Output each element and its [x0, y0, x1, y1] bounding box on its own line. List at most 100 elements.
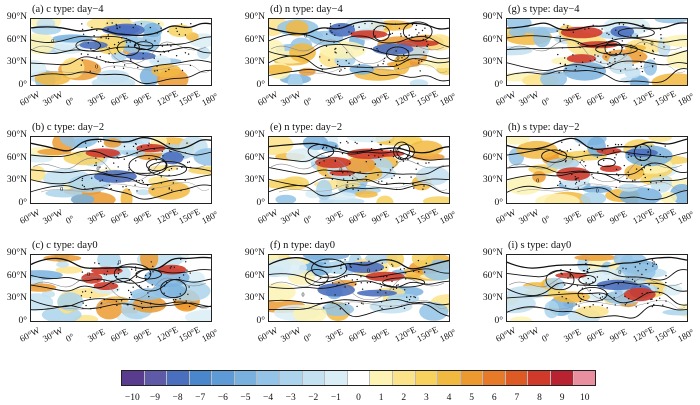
lon-label: 180°: [200, 326, 220, 344]
colorbar-swatch: [234, 371, 258, 385]
colorbar-tick-label: −10: [124, 393, 140, 403]
contour-label: 0: [60, 187, 63, 193]
lon-label: 120°E: [154, 206, 180, 226]
lon-label: 90°E: [131, 326, 153, 344]
colorbar-swatch: [122, 371, 145, 385]
colorbar-swatch: [144, 371, 168, 385]
lat-label: 60°N: [482, 34, 503, 45]
lat-label: 60°N: [244, 152, 265, 163]
lon-label: 30°E: [562, 326, 583, 344]
map-svg: 00: [269, 137, 449, 203]
contour-label: 0: [652, 261, 655, 267]
lon-label: 30°W: [40, 207, 65, 226]
colorbar-tick-label: −2: [308, 393, 319, 403]
lon-label: 60°W: [256, 207, 280, 226]
lat-label: 0°: [18, 316, 27, 326]
colorbar-swatch: [212, 371, 235, 385]
lat-label: 30°N: [6, 293, 27, 304]
contour-label: 0: [302, 293, 305, 299]
lon-label: 30°E: [86, 208, 107, 226]
lon-label: 150°E: [415, 88, 440, 108]
colorbar-tick-label: 6: [491, 393, 497, 403]
lon-label: 180°: [438, 208, 458, 226]
colorbar-tick-label: 8: [537, 393, 542, 403]
lon-label: 150°E: [415, 206, 440, 226]
lat-label: 0°: [494, 198, 503, 208]
lon-label: 150°E: [177, 324, 202, 344]
colorbar-swatch: [257, 371, 281, 385]
lon-label: 30°W: [516, 89, 541, 108]
colorbar-tick-label: 9: [559, 393, 565, 403]
lon-label: 60°W: [256, 89, 280, 108]
contour-label: 0: [97, 167, 100, 173]
lat-label: 60°N: [244, 270, 265, 281]
colorbar-swatch: [573, 371, 596, 385]
lon-label: 60°W: [18, 207, 42, 226]
lon-label: 0°: [539, 331, 552, 344]
lon-label: 0°: [301, 331, 314, 344]
panel-title: (g) s type: day−4: [508, 4, 580, 15]
lon-label: 0°: [539, 213, 552, 226]
lon-label: 90°E: [607, 326, 629, 344]
lat-label: 60°N: [244, 34, 265, 45]
colorbar-tick-label: −1: [330, 393, 341, 403]
map-svg: 00: [269, 255, 449, 321]
lat-label: 90°N: [244, 248, 265, 258]
contour-label: 0: [367, 269, 370, 275]
lon-label: 90°E: [131, 208, 153, 226]
lat-label: 30°N: [482, 57, 503, 68]
colorbar-tick-label: −5: [240, 393, 251, 403]
lat-label: 60°N: [6, 270, 27, 281]
lat-label: 90°N: [6, 248, 27, 258]
lat-label: 0°: [256, 316, 265, 326]
colorbar-swatch: [460, 371, 484, 385]
map-svg: 00: [507, 137, 687, 203]
lon-label: 30°W: [278, 207, 303, 226]
lon-label: 60°E: [585, 90, 606, 108]
lat-label: 30°N: [244, 175, 265, 186]
contour-label: 0: [51, 39, 54, 45]
panel-title: (b) c type: day−2: [32, 122, 105, 133]
lat-label: 0°: [256, 198, 265, 208]
lon-label: 60°E: [109, 90, 130, 108]
colorbar-tick-label: 5: [469, 393, 474, 403]
contour-label: 0: [536, 179, 539, 185]
lon-label: 180°: [438, 326, 458, 344]
lon-label: 120°E: [392, 88, 418, 108]
colorbar-swatch: [347, 371, 371, 385]
lon-label: 60°W: [494, 207, 518, 226]
colorbar-swatch: [415, 371, 439, 385]
lat-label: 0°: [256, 80, 265, 90]
lon-label: 60°W: [18, 325, 42, 344]
colorbar-swatch: [167, 371, 190, 385]
contour-label: 0: [304, 33, 307, 39]
panel-title: (d) n type: day−4: [270, 4, 343, 15]
contour-label: 0: [346, 184, 349, 190]
lat-label: 90°N: [244, 12, 265, 22]
colorbar-swatch: [325, 371, 348, 385]
lon-label: 0°: [63, 95, 76, 108]
lat-label: 0°: [18, 198, 27, 208]
lon-label: 60°W: [494, 325, 518, 344]
colorbar-swatch: [392, 371, 416, 385]
lon-label: 90°E: [369, 90, 391, 108]
lat-label: 0°: [494, 316, 503, 326]
lon-label: 30°W: [516, 207, 541, 226]
panel-title: (a) c type: day−4: [32, 4, 104, 15]
lon-label: 60°W: [256, 325, 280, 344]
lon-label: 30°E: [324, 90, 345, 108]
lat-label: 0°: [18, 80, 27, 90]
colorbar-swatch: [280, 371, 303, 385]
lon-label: 90°E: [369, 208, 391, 226]
lon-label: 120°E: [630, 206, 656, 226]
lon-label: 60°E: [347, 90, 368, 108]
lon-label: 120°E: [392, 324, 418, 344]
lat-label: 90°N: [6, 12, 27, 22]
lon-label: 30°W: [516, 325, 541, 344]
contour-label: 0: [95, 64, 98, 70]
lat-label: 30°N: [6, 57, 27, 68]
lon-label: 0°: [63, 331, 76, 344]
lon-label: 30°W: [278, 325, 303, 344]
